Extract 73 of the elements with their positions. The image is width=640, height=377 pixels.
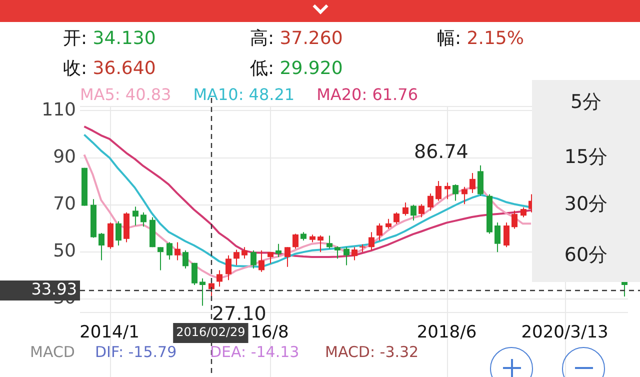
x-tick-label: 2020/3/13: [521, 322, 608, 342]
candlestick: [182, 250, 188, 270]
candlestick: [470, 172, 476, 194]
candlestick: [428, 193, 434, 212]
annotation: 27.10: [212, 303, 266, 325]
candlestick: [258, 250, 264, 272]
candlestick: [166, 242, 172, 260]
candlestick: [268, 252, 274, 264]
candlestick: [410, 204, 416, 222]
candlestick: [276, 243, 282, 258]
text: MA5: 40.83: [80, 85, 172, 104]
annotation: 30分: [563, 192, 609, 216]
candlestick: [250, 250, 256, 270]
candlestick: [200, 278, 206, 306]
candlestick: [402, 202, 408, 216]
candlestick: [504, 222, 510, 248]
ref-line-label: 33.93: [31, 280, 77, 299]
candlestick: [284, 246, 290, 268]
text: MA20: 61.76: [316, 85, 418, 104]
candlestick: [418, 204, 424, 218]
annotation: 15分: [563, 145, 609, 169]
y-tick-label: 50: [53, 240, 76, 262]
candlestick: [326, 235, 332, 250]
candlestick: [132, 206, 138, 226]
text: 高: 37.260: [250, 28, 343, 49]
candlestick: [318, 234, 324, 253]
candlestick: [520, 206, 526, 218]
candlestick: [394, 212, 400, 224]
candlestick: [98, 232, 104, 261]
text: DIF: -15.79: [95, 343, 177, 361]
candlestick: [444, 182, 450, 200]
candlestick: [192, 262, 198, 286]
y-tick-label: 70: [53, 193, 76, 214]
candlestick: [462, 186, 468, 205]
candlestick: [386, 218, 392, 230]
text: DEA: -14.13: [210, 343, 300, 361]
candlestick: [436, 180, 442, 202]
annotation: 60分: [563, 243, 609, 267]
candlestick: [234, 249, 240, 266]
candlestick: [158, 246, 164, 271]
candlestick: [334, 246, 340, 260]
text: MA10: 48.21: [193, 85, 295, 104]
candlestick: [140, 212, 146, 228]
x-tick-label: 2018/6: [416, 322, 477, 342]
text: MACD: -3.32: [325, 343, 419, 361]
candlestick: [376, 222, 382, 242]
candlestick: [494, 222, 500, 253]
annotation: 5分: [569, 90, 603, 114]
x-tick-label: 16/8: [250, 322, 289, 342]
candlestick: [452, 184, 458, 202]
candlestick: [174, 242, 180, 261]
x-tick-label: 2016/02/29: [176, 325, 246, 340]
text: 开: 34.130: [63, 28, 156, 49]
y-tick-label: 90: [53, 146, 76, 168]
candlestick: [116, 220, 122, 246]
candlestick: [242, 246, 248, 260]
candlestick: [512, 210, 518, 230]
candlestick: [108, 222, 114, 250]
candlestick: [368, 232, 374, 251]
text: 低: 29.920: [250, 58, 343, 79]
candlestick: [226, 254, 232, 281]
candlestick: [216, 270, 222, 288]
annotation: 86.74: [414, 141, 468, 163]
candlestick: [292, 233, 298, 250]
text: 收: 36.640: [63, 58, 156, 79]
text: 幅: 2.15%: [437, 28, 524, 49]
text: MACD: [30, 343, 75, 361]
x-tick-label: 2014/1: [80, 322, 140, 342]
candlestick: [344, 246, 350, 266]
candlestick: [352, 246, 358, 261]
candlestick: [478, 164, 484, 196]
y-tick-label: 110: [42, 99, 76, 120]
candlestick: [622, 281, 628, 298]
